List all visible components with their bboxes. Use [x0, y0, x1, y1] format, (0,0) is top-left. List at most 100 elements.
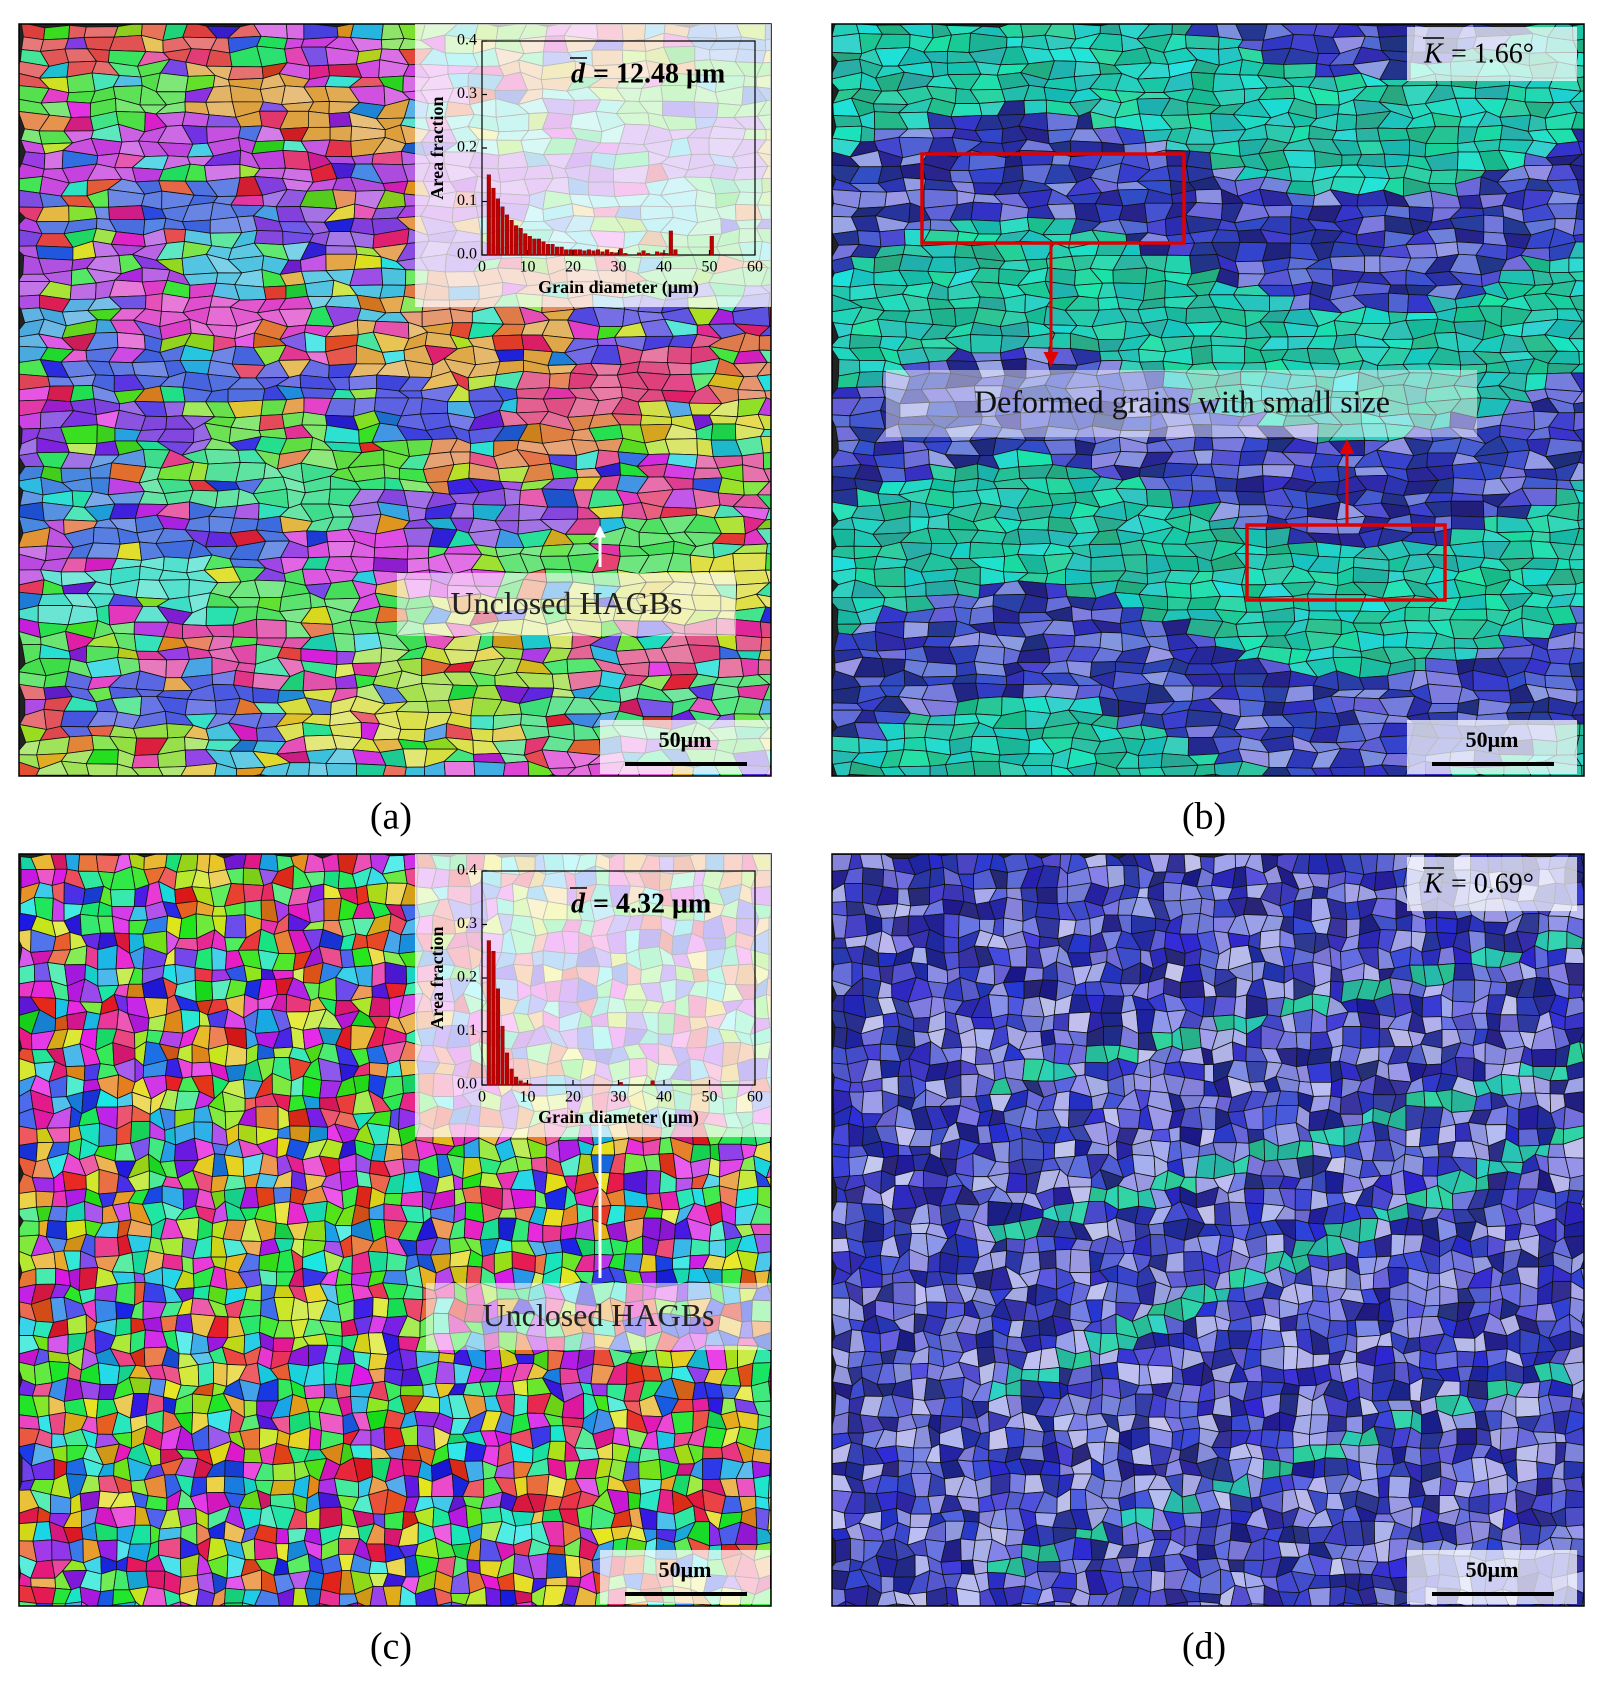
grain — [1573, 489, 1584, 504]
panel-border — [831, 23, 1585, 777]
grain — [927, 620, 958, 638]
grain — [1261, 701, 1286, 717]
grain — [1576, 179, 1584, 196]
grain — [1194, 773, 1217, 776]
grain — [758, 335, 771, 351]
grain — [371, 961, 386, 988]
grain — [1142, 280, 1166, 301]
grain — [1165, 555, 1200, 572]
grain — [204, 462, 241, 483]
grain — [770, 1186, 771, 1197]
grain — [1570, 714, 1584, 725]
grain — [349, 267, 384, 286]
grain — [757, 673, 771, 685]
grain — [1404, 606, 1431, 622]
grain — [1382, 776, 1411, 794]
mean-text: = 1.66° — [1451, 38, 1534, 69]
grain — [1472, 773, 1481, 776]
grain — [1160, 764, 1199, 776]
grain — [1452, 477, 1487, 496]
grain — [502, 760, 530, 776]
grain — [1568, 154, 1584, 167]
grain — [858, 359, 887, 373]
grain — [1598, 475, 1606, 493]
grain — [1600, 152, 1606, 169]
grain — [92, 527, 121, 545]
grain — [785, 320, 811, 337]
grain — [1414, 657, 1427, 672]
grain — [97, 968, 120, 987]
grain — [1568, 662, 1584, 678]
grain — [552, 774, 558, 776]
grain — [1329, 766, 1365, 776]
grain — [96, 424, 116, 444]
grain — [769, 886, 771, 893]
grain — [242, 883, 265, 903]
grain — [1354, 466, 1389, 477]
grain — [204, 448, 241, 465]
grain — [1576, 194, 1584, 205]
grain — [762, 683, 771, 701]
grain — [1017, 528, 1052, 545]
grain — [1550, 779, 1582, 789]
grain — [1595, 350, 1606, 362]
grain — [760, 637, 771, 652]
grain — [788, 612, 808, 625]
grain — [19, 294, 41, 310]
grain — [404, 775, 409, 776]
grain — [782, 73, 819, 92]
grain — [31, 1177, 55, 1193]
grain — [790, 479, 818, 495]
grain — [1571, 111, 1584, 130]
grain — [1595, 779, 1606, 792]
grain — [1597, 219, 1606, 232]
grain — [1568, 544, 1584, 561]
grain — [368, 996, 391, 1017]
grain — [969, 334, 1003, 354]
grain — [545, 773, 554, 776]
grain — [366, 882, 389, 905]
grain — [692, 778, 721, 795]
grain — [768, 1017, 771, 1028]
grain — [1568, 241, 1584, 259]
grain — [616, 780, 641, 795]
grain — [208, 515, 235, 534]
grain — [1332, 774, 1365, 776]
grain — [929, 307, 957, 327]
grain — [1599, 282, 1606, 295]
grain — [848, 774, 886, 776]
grain — [83, 26, 119, 38]
grain — [1576, 689, 1584, 704]
grain — [1164, 254, 1193, 275]
grain — [758, 325, 771, 337]
grain — [733, 696, 764, 715]
grain — [1240, 437, 1270, 453]
grain — [108, 279, 147, 298]
grain — [491, 334, 525, 351]
grain — [782, 750, 813, 768]
grain — [949, 779, 983, 794]
grain — [783, 127, 815, 142]
grain — [1601, 594, 1606, 609]
grain — [927, 256, 957, 274]
grain — [765, 543, 771, 555]
grain — [1524, 87, 1555, 104]
grain — [756, 361, 771, 377]
grain — [787, 282, 813, 296]
grain — [1239, 699, 1266, 718]
grain — [1521, 779, 1553, 794]
grain — [1293, 777, 1318, 790]
grain — [1573, 631, 1584, 650]
grain — [158, 777, 181, 792]
grain — [759, 429, 771, 437]
grain — [832, 761, 853, 776]
grain — [1569, 461, 1584, 482]
grain — [898, 254, 934, 272]
grain — [116, 332, 146, 350]
grain — [1593, 569, 1606, 582]
grain — [947, 32, 972, 53]
grain — [769, 882, 771, 888]
